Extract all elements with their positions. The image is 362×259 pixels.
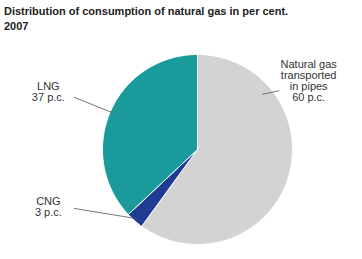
html-text:2007: 2007 (4, 20, 29, 32)
svg-text:Natural gastransportedin pipes: Natural gastransportedin pipes60 p.c. (281, 58, 338, 103)
svg-text:CNG3 p.c.: CNG3 p.c. (35, 195, 62, 218)
html-text:Distribution of consumption of: Distribution of consumption of natural g… (4, 5, 289, 17)
svg-text:LNG37 p.c.: LNG37 p.c. (32, 80, 65, 103)
